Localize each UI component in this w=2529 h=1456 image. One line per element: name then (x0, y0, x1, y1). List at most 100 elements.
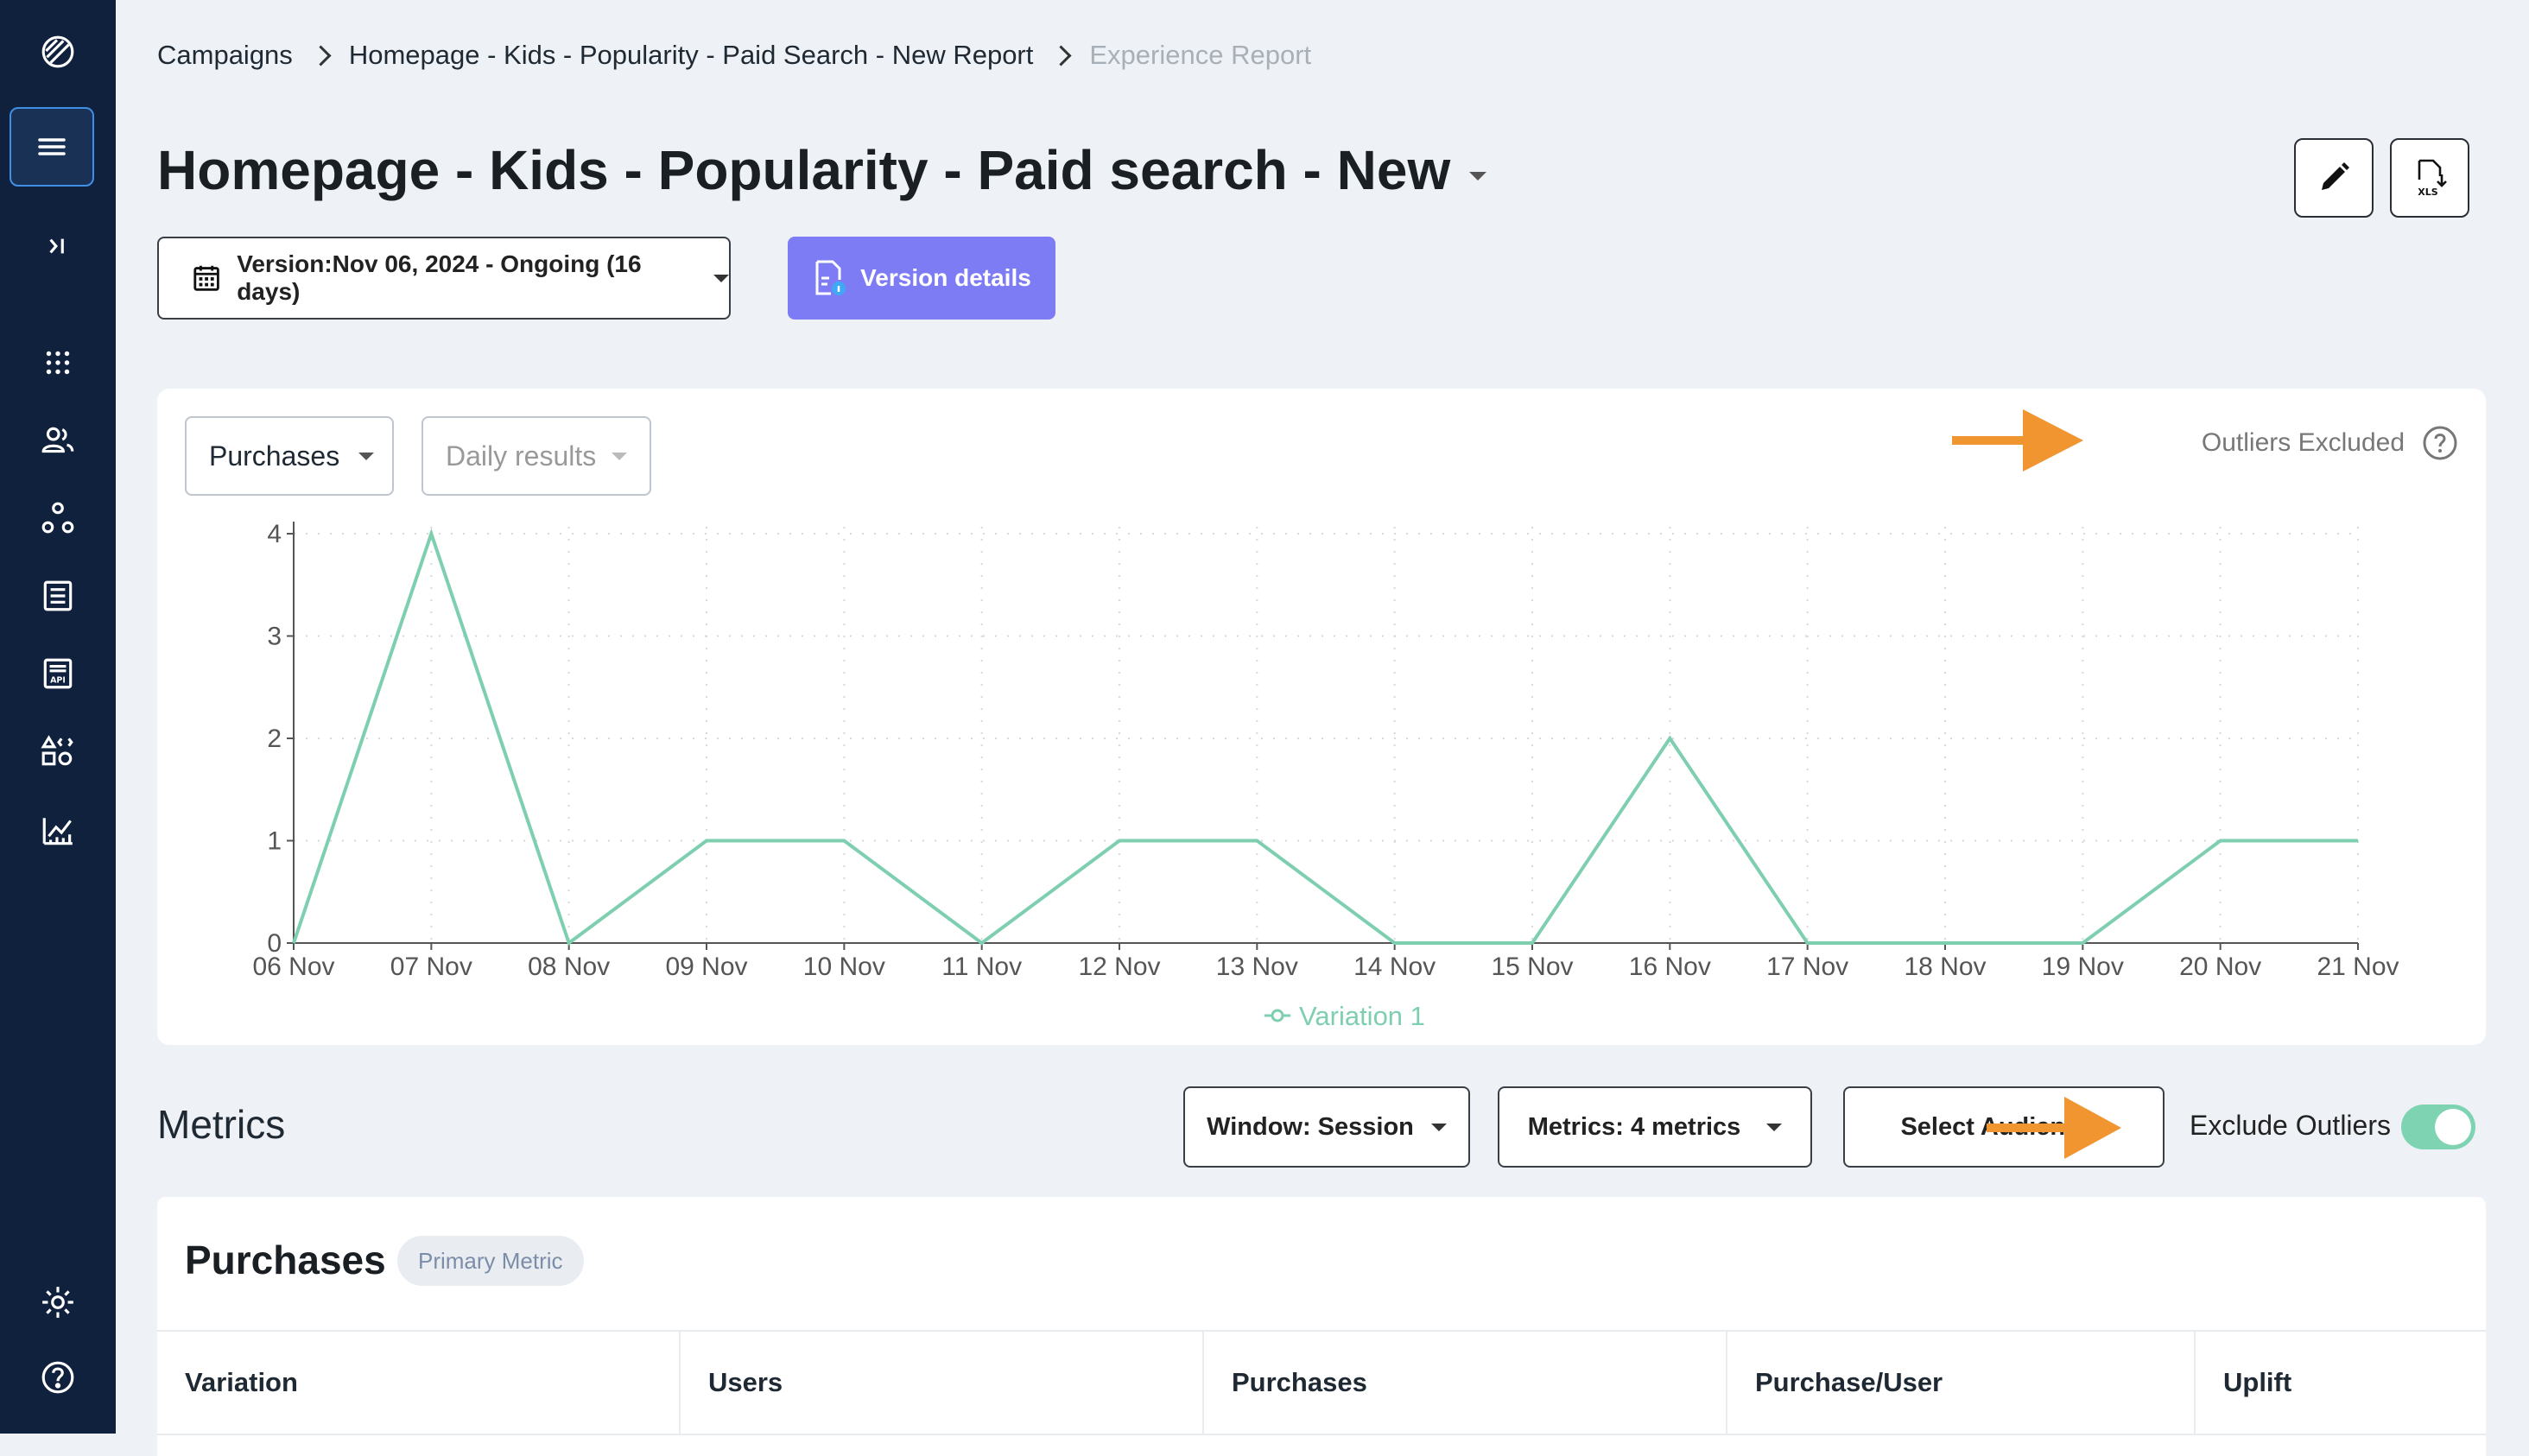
data-point (843, 840, 845, 841)
expand-icon[interactable] (32, 220, 84, 272)
data-point (293, 942, 295, 944)
metric-select[interactable]: Purchases (185, 416, 394, 496)
page-title[interactable]: Homepage - Kids - Popularity - Paid sear… (157, 138, 1487, 202)
breadcrumb-item-campaigns[interactable]: Campaigns (157, 40, 293, 70)
main-content: Campaigns Homepage - Kids - Popularity -… (116, 0, 2529, 1456)
y-tick-label: 3 (267, 623, 282, 651)
series-line (292, 528, 2358, 946)
audiences-icon[interactable] (32, 415, 84, 466)
caret-down-icon (713, 274, 729, 282)
annotation-arrow-icon (1987, 1097, 2121, 1159)
x-tick-label: 07 Nov (390, 953, 472, 981)
exclude-outliers-label: Exclude Outliers (2190, 1110, 2391, 1141)
version-select[interactable]: Version:Nov 06, 2024 - Ongoing (16 days) (157, 237, 731, 320)
data-point (1256, 840, 1258, 841)
caret-down-icon[interactable] (1469, 172, 1487, 180)
calendar-icon (193, 265, 219, 291)
metrics-select[interactable]: Metrics: 4 metrics (1498, 1086, 1812, 1168)
page-title-text: Homepage - Kids - Popularity - Paid sear… (157, 139, 1451, 201)
breadcrumb-item-report[interactable]: Homepage - Kids - Popularity - Paid Sear… (348, 40, 1034, 70)
y-tick-label: 1 (267, 827, 282, 856)
journeys-icon[interactable] (32, 492, 84, 544)
chevron-right-icon (310, 44, 332, 66)
data-point (2357, 840, 2359, 841)
y-tick-label: 4 (267, 520, 282, 548)
caret-down-icon (1430, 1123, 1447, 1131)
period-select[interactable]: Daily results (422, 416, 651, 496)
logo-icon[interactable] (32, 26, 84, 78)
data-point (1119, 840, 1120, 841)
x-tick-label: 20 Nov (2179, 953, 2261, 981)
data-point (568, 942, 570, 944)
data-point (2082, 942, 2083, 944)
column-header-purchase-per-user[interactable]: Purchase/User (1727, 1332, 2196, 1434)
document-info-icon (815, 260, 846, 295)
edit-button[interactable] (2294, 138, 2374, 218)
y-tick-label: 2 (267, 725, 282, 753)
menu-icon (38, 138, 66, 155)
metric-select-value: Purchases (209, 440, 340, 472)
breadcrumb-item-current: Experience Report (1089, 40, 1312, 70)
api-icon[interactable]: API (32, 648, 84, 700)
x-tick-label: 21 Nov (2317, 953, 2399, 981)
apps-grid-icon[interactable] (32, 337, 84, 389)
purchases-table-card: Purchases Primary Metric Variation Users… (157, 1197, 2486, 1456)
x-tick-label: 14 Nov (1353, 953, 1436, 981)
exclude-outliers-toggle[interactable] (2401, 1105, 2475, 1149)
version-details-label: Version details (860, 264, 1031, 291)
table-header: Variation Users Purchases Purchase/User … (157, 1330, 2486, 1435)
data-point (1807, 942, 1809, 944)
xls-download-icon: XLS (2418, 159, 2447, 198)
version-details-button[interactable]: Version details (788, 237, 1055, 320)
svg-text:API: API (50, 676, 66, 686)
x-tick-label: 11 Nov (941, 953, 1022, 981)
window-select[interactable]: Window: Session (1183, 1086, 1470, 1168)
settings-icon[interactable] (32, 1276, 84, 1328)
data-point (981, 942, 983, 944)
help-icon[interactable] (32, 1352, 84, 1403)
toggle-knob (2435, 1109, 2471, 1145)
column-header-uplift[interactable]: Uplift (2223, 1367, 2292, 1397)
x-tick-label: 18 Nov (1904, 953, 1986, 981)
x-tick-label: 19 Nov (2042, 953, 2124, 981)
data-point (2220, 840, 2222, 841)
y-tick-label: 0 (267, 929, 282, 958)
data-point (1944, 942, 1946, 944)
svg-text:XLS: XLS (2418, 187, 2437, 198)
widgets-icon[interactable] (32, 725, 84, 777)
chevron-right-icon (1050, 44, 1072, 66)
line-chart: 0 1 2 3 4 06 Nov 07 Nov 08 Nov 09 Nov 10 Nov 11 No… (252, 520, 2399, 1031)
legend-label: Variation 1 (1299, 1001, 1425, 1031)
x-tick-label: 17 Nov (1766, 953, 1848, 981)
chart-card: Purchases Daily results Outliers Exclude… (157, 389, 2486, 1045)
data-point (1531, 942, 1533, 944)
legend-marker (1271, 1009, 1284, 1022)
metrics-select-label: Metrics: 4 metrics (1527, 1112, 1741, 1141)
version-label: Version:Nov 06, 2024 - Ongoing (16 days) (237, 250, 642, 305)
annotation-arrow-icon (1952, 409, 2083, 472)
pencil-icon (2322, 162, 2349, 190)
x-tick-label: 06 Nov (252, 953, 334, 981)
analytics-icon[interactable] (32, 805, 84, 857)
column-header-variation[interactable]: Variation (157, 1332, 681, 1434)
menu-button[interactable] (10, 107, 94, 187)
help-circle-icon[interactable] (2422, 425, 2458, 461)
table-title: Purchases (185, 1238, 386, 1282)
column-header-users[interactable]: Users (681, 1332, 1204, 1434)
column-header-purchases[interactable]: Purchases (1204, 1332, 1727, 1434)
x-tick-label: 09 Nov (665, 953, 747, 981)
list-icon[interactable] (32, 570, 84, 622)
x-tick-label: 15 Nov (1491, 953, 1573, 981)
data-point (1394, 942, 1396, 944)
export-xls-button[interactable]: XLS (2390, 138, 2469, 218)
x-tick-label: 10 Nov (803, 953, 885, 981)
caret-down-icon (358, 452, 375, 460)
data-point (430, 533, 432, 535)
breadcrumb: Campaigns Homepage - Kids - Popularity -… (157, 40, 1311, 71)
outliers-status: Outliers Excluded (2202, 425, 2458, 461)
caret-down-icon (612, 452, 628, 460)
x-tick-label: 12 Nov (1078, 953, 1160, 981)
sidebar: API (0, 0, 116, 1434)
x-tick-label: 08 Nov (528, 953, 610, 981)
caret-down-icon (1766, 1123, 1783, 1131)
